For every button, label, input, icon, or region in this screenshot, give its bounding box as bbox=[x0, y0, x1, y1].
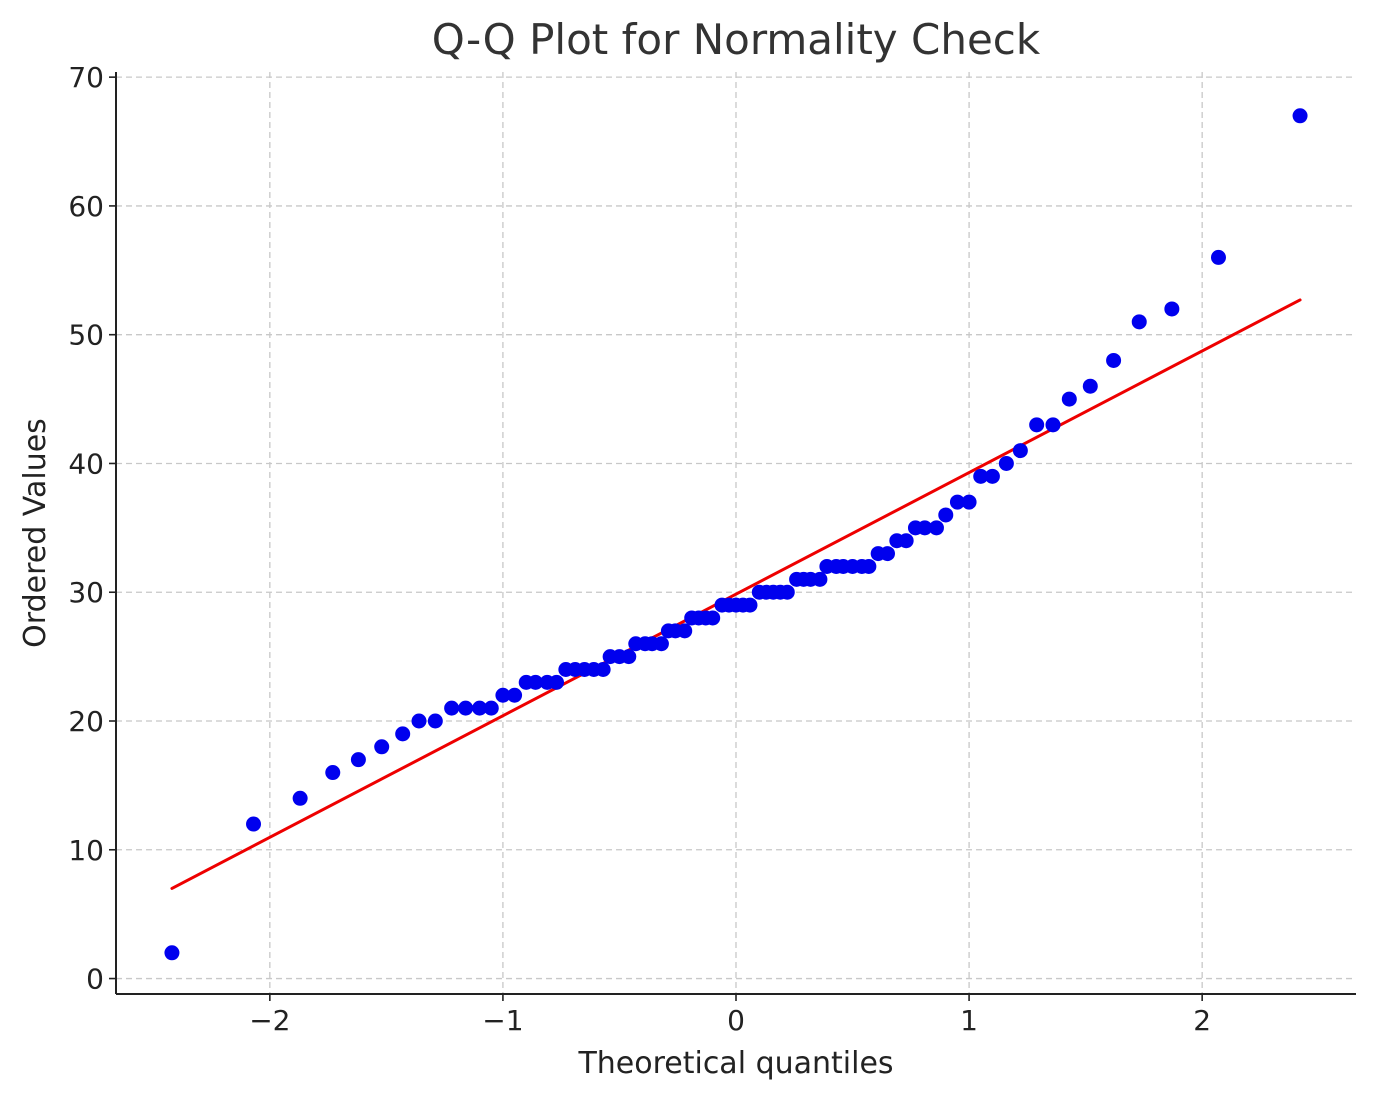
data-point bbox=[928, 520, 944, 536]
y-tick-label: 10 bbox=[68, 834, 104, 867]
data-point bbox=[984, 468, 1000, 484]
data-point bbox=[325, 765, 341, 781]
data-point bbox=[549, 674, 565, 690]
data-point bbox=[898, 533, 914, 549]
data-point bbox=[1045, 417, 1061, 433]
data-point bbox=[998, 455, 1014, 471]
data-point bbox=[1082, 378, 1098, 394]
data-point bbox=[427, 713, 443, 729]
data-point bbox=[595, 661, 611, 677]
x-axis-label: Theoretical quantiles bbox=[577, 1046, 893, 1081]
data-point bbox=[411, 713, 427, 729]
y-tick-label: 0 bbox=[86, 963, 104, 996]
data-point bbox=[1164, 301, 1180, 317]
data-point bbox=[621, 649, 637, 665]
data-point bbox=[861, 558, 877, 574]
data-point bbox=[938, 507, 954, 523]
y-axis-label: Ordered Values bbox=[18, 418, 53, 648]
data-point bbox=[444, 700, 460, 716]
data-point bbox=[1029, 417, 1045, 433]
data-point bbox=[917, 520, 933, 536]
y-tick-label: 40 bbox=[68, 447, 104, 480]
data-point bbox=[292, 790, 308, 806]
data-point bbox=[246, 816, 262, 832]
x-tick-label: 2 bbox=[1193, 1004, 1211, 1037]
data-point bbox=[1292, 108, 1308, 124]
x-tick-label: −1 bbox=[482, 1004, 523, 1037]
data-point bbox=[961, 494, 977, 510]
data-point bbox=[677, 623, 693, 639]
data-points bbox=[164, 108, 1308, 961]
y-tick-label: 60 bbox=[68, 190, 104, 223]
chart-title: Q-Q Plot for Normality Check bbox=[432, 15, 1041, 64]
data-point bbox=[1106, 352, 1122, 368]
labels: Q-Q Plot for Normality Check Theoretical… bbox=[18, 15, 1041, 1081]
data-point bbox=[949, 494, 965, 510]
x-tick-label: 0 bbox=[727, 1004, 745, 1037]
grid-lines bbox=[116, 72, 1356, 994]
data-point bbox=[472, 700, 488, 716]
data-point bbox=[395, 726, 411, 742]
data-point bbox=[1210, 249, 1226, 265]
data-point bbox=[812, 571, 828, 587]
y-tick-label: 70 bbox=[68, 61, 104, 94]
data-point bbox=[653, 636, 669, 652]
y-tick-label: 50 bbox=[68, 319, 104, 352]
data-point bbox=[164, 945, 180, 961]
data-point bbox=[779, 584, 795, 600]
data-point bbox=[528, 674, 544, 690]
data-point bbox=[507, 687, 523, 703]
x-tick-label: 1 bbox=[960, 1004, 978, 1037]
data-point bbox=[1012, 443, 1028, 459]
data-point bbox=[742, 597, 758, 613]
data-point bbox=[458, 700, 474, 716]
data-point bbox=[880, 546, 896, 562]
y-tick-label: 20 bbox=[68, 705, 104, 738]
fit-line-layer bbox=[170, 298, 1302, 890]
data-point bbox=[495, 687, 511, 703]
data-point bbox=[1131, 314, 1147, 330]
data-point bbox=[705, 610, 721, 626]
data-point bbox=[350, 752, 366, 768]
x-tick-label: −2 bbox=[249, 1004, 290, 1037]
y-tick-label: 30 bbox=[68, 576, 104, 609]
data-point bbox=[1061, 391, 1077, 407]
fit-line bbox=[170, 298, 1302, 890]
data-point bbox=[374, 739, 390, 755]
data-point bbox=[483, 700, 499, 716]
data-point bbox=[973, 468, 989, 484]
